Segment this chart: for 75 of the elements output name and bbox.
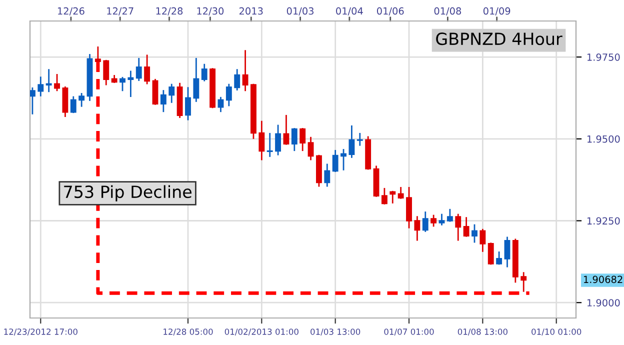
candlestick bbox=[446, 208, 453, 222]
candlestick bbox=[308, 136, 314, 160]
candlestick bbox=[324, 164, 330, 187]
candlestick bbox=[46, 69, 52, 92]
candlestick bbox=[152, 78, 158, 105]
candlestick bbox=[398, 186, 404, 199]
candlestick bbox=[275, 124, 281, 156]
y-tick-label: 1.9750 bbox=[587, 54, 620, 61]
y-tick-label: 1.9500 bbox=[587, 135, 620, 143]
candlestick bbox=[168, 84, 175, 103]
candlestick bbox=[283, 114, 290, 145]
text: 12/28 bbox=[156, 7, 183, 16]
x-tick-label: 12/23/2012 17:00 bbox=[4, 328, 78, 336]
candlestick bbox=[332, 150, 338, 172]
candlestick bbox=[390, 190, 396, 204]
candlestick bbox=[520, 272, 527, 292]
candlestick bbox=[160, 90, 166, 112]
candlestick bbox=[406, 186, 412, 228]
candlestick bbox=[38, 76, 44, 96]
text: 01/03 bbox=[286, 7, 314, 16]
candlestick bbox=[144, 54, 150, 84]
x-tick-label: 12/28 05:00 bbox=[164, 328, 213, 336]
y-tick-label: 1.9000 bbox=[587, 299, 620, 306]
candlestick bbox=[234, 69, 240, 90]
candlestick bbox=[488, 242, 494, 265]
candlestick bbox=[185, 87, 191, 120]
text: 12/30 bbox=[197, 7, 224, 16]
candlestick bbox=[463, 217, 470, 237]
text: 12/27 bbox=[107, 7, 134, 16]
x-tick-label: 01/02/2013 01:00 bbox=[224, 328, 298, 336]
candlestick bbox=[480, 228, 486, 252]
candlestick bbox=[136, 58, 142, 81]
candlestick bbox=[242, 50, 248, 92]
candlestick bbox=[103, 60, 110, 86]
candlestick bbox=[193, 58, 200, 102]
candlestick bbox=[496, 251, 502, 265]
text: 01/06 bbox=[376, 7, 404, 16]
text: 2013 bbox=[239, 7, 263, 15]
candlestick bbox=[348, 125, 355, 158]
annotation: 753 Pip Decline bbox=[64, 185, 192, 202]
text: 1.90682 bbox=[584, 276, 622, 284]
candlestick bbox=[120, 76, 126, 92]
candlestick bbox=[381, 188, 388, 204]
text: 01/08 bbox=[434, 7, 462, 16]
candlestick bbox=[340, 148, 346, 170]
candlestick bbox=[438, 214, 445, 226]
candlestick bbox=[356, 132, 363, 146]
candlestick bbox=[258, 120, 265, 160]
candlestick bbox=[30, 87, 36, 114]
x-tick-label: 01/07 01:00 bbox=[384, 328, 434, 336]
candlestick bbox=[201, 64, 208, 82]
text: 01/09 bbox=[483, 7, 510, 16]
candlestick bbox=[291, 128, 298, 152]
candlestick bbox=[78, 93, 85, 107]
candlestick bbox=[430, 214, 437, 227]
text: 01/04 bbox=[336, 7, 363, 16]
candlestick bbox=[472, 224, 478, 243]
candlestick bbox=[128, 70, 134, 98]
x-tick-label: 01/03 13:00 bbox=[310, 328, 360, 336]
candlestick bbox=[94, 46, 101, 62]
y-tick-label: 1.9250 bbox=[587, 217, 620, 225]
candlestick bbox=[422, 212, 428, 232]
candlestick bbox=[54, 74, 60, 92]
candlestick bbox=[70, 96, 76, 114]
candlestick bbox=[218, 96, 224, 112]
candlestick bbox=[300, 128, 306, 152]
candlestick bbox=[455, 214, 462, 241]
candlestick bbox=[504, 236, 510, 268]
text: 12/26 bbox=[58, 7, 84, 16]
candlestick bbox=[226, 84, 232, 106]
candlestick bbox=[414, 216, 420, 241]
x-tick-label: 01/08 13:00 bbox=[458, 328, 508, 336]
candlestick bbox=[266, 132, 273, 157]
text: GBPNZD 4Hour bbox=[436, 32, 562, 46]
x-tick-label: 01/10 01:00 bbox=[532, 328, 582, 336]
